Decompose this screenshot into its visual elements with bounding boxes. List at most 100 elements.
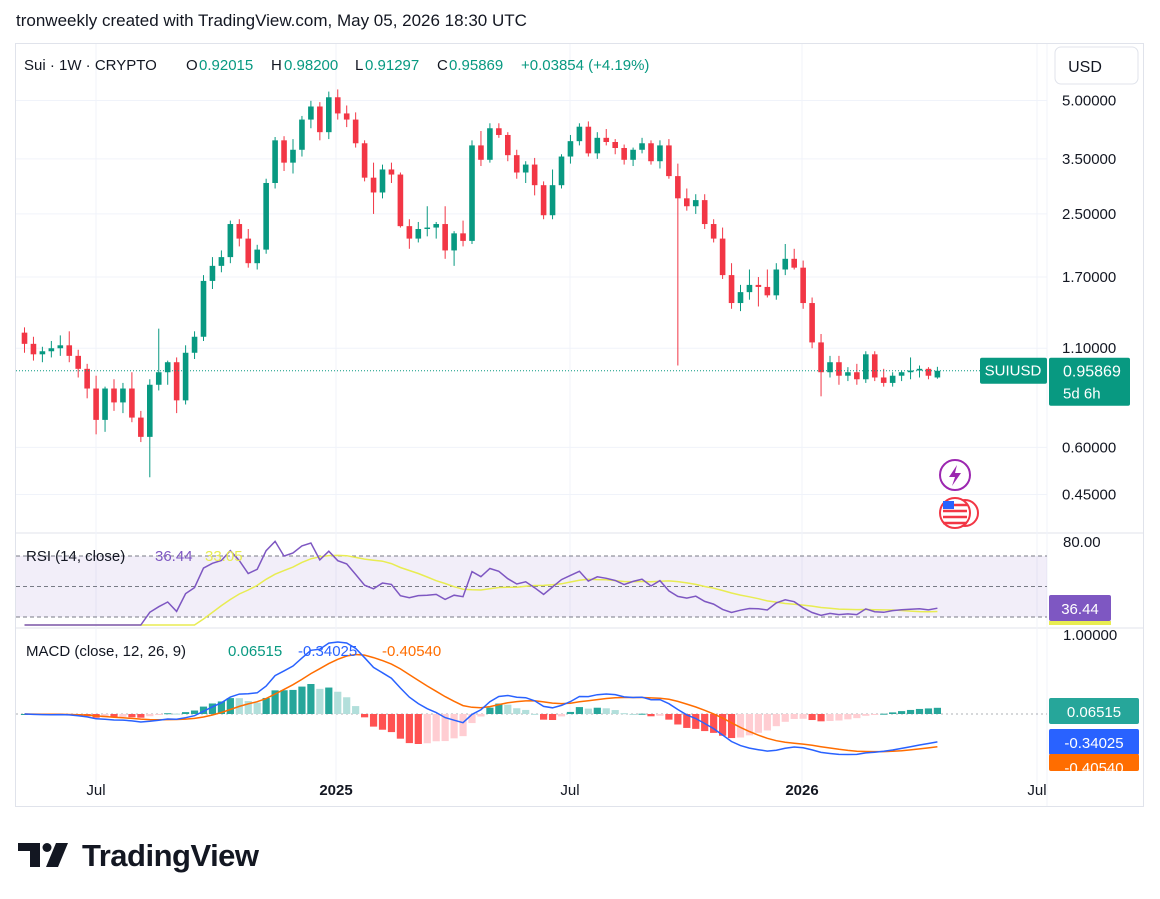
candle: [675, 163, 681, 366]
candle: [880, 368, 887, 387]
price-tag-bg: [1049, 357, 1130, 406]
currency-button-label: USD: [1068, 59, 1102, 76]
candle: [334, 89, 341, 120]
macd-histogram-bar: [199, 706, 208, 714]
macd-histogram-bar: [244, 701, 252, 714]
macd-histogram-bar: [531, 713, 539, 715]
candle-body: [415, 228, 422, 239]
candle-body: [692, 200, 699, 207]
macd-histogram-bar: [486, 707, 494, 714]
candle-body: [791, 258, 797, 268]
macd-histogram-bar: [146, 714, 154, 717]
candle: [57, 335, 64, 356]
candle: [433, 221, 439, 239]
macd-histogram-bar: [468, 714, 476, 724]
rsi-line: [24, 540, 938, 626]
macd-signal-line: [24, 653, 938, 753]
candle-body: [388, 169, 395, 175]
low-value: 0.91297: [365, 57, 419, 74]
candle: [406, 219, 413, 249]
us-flag-icon[interactable]: [939, 497, 979, 529]
macd-histogram-bar: [808, 714, 816, 721]
macd-histogram-bar: [289, 689, 297, 714]
candle-body: [138, 417, 144, 437]
candle: [496, 123, 502, 138]
candle: [191, 331, 198, 360]
candle: [317, 102, 323, 141]
candle-body: [871, 354, 878, 378]
candle: [272, 137, 278, 189]
candle-body: [39, 351, 46, 355]
macd-histogram-bar: [674, 714, 682, 725]
currency-button-bg[interactable]: [1054, 46, 1139, 85]
macd-line: [24, 641, 938, 756]
candle: [182, 345, 189, 405]
candle: [827, 355, 833, 378]
lightning-icon[interactable]: [939, 459, 971, 491]
candle-body: [898, 372, 905, 376]
macd-histogram-bar: [271, 690, 279, 714]
time-axis: Jul 2025 Jul 2026 Jul: [86, 44, 1047, 799]
candle: [505, 132, 511, 162]
macd-histogram-bar: [754, 714, 762, 733]
macd-histogram-bar: [253, 702, 261, 714]
macd-histogram-bar: [853, 714, 861, 719]
candle: [684, 188, 690, 211]
candle: [155, 328, 162, 391]
candle-body: [531, 164, 538, 186]
macd-histogram-bar: [325, 687, 333, 714]
macd-histogram-bar: [906, 709, 915, 714]
macd-histogram-bar: [378, 714, 387, 730]
candle-body: [147, 384, 153, 437]
tradingview-logo[interactable]: TradingView: [18, 836, 259, 876]
candle-body: [773, 269, 780, 296]
candle-body: [764, 286, 771, 296]
candle-body: [755, 284, 762, 287]
rsi-legend: RSI (14, close) 36.44 33.05 36.44: [26, 548, 1111, 625]
time-axis-label: Jul: [1027, 782, 1046, 799]
candle: [782, 244, 789, 276]
price-axis-label: 5.00000: [1062, 93, 1116, 110]
candle-body: [925, 368, 932, 376]
candle-body: [75, 355, 81, 369]
candle-body: [272, 140, 278, 183]
candle: [343, 105, 350, 128]
candle: [522, 161, 529, 183]
candle-body: [317, 106, 323, 133]
macd-legend: MACD (close, 12, 26, 9) 0.06515 -0.34025 -0…: [26, 643, 1139, 777]
candle: [889, 372, 896, 387]
candle: [75, 349, 81, 378]
candle-body: [934, 370, 941, 378]
macd-label: MACD (close, 12, 26, 9): [26, 643, 186, 660]
candle: [84, 363, 90, 399]
candle-body: [630, 149, 636, 160]
rsi-label: RSI (14, close): [26, 548, 125, 565]
candle-body: [200, 280, 207, 337]
candle-body: [111, 388, 117, 403]
candle-body: [343, 113, 350, 120]
candle-body: [800, 267, 806, 304]
candle: [173, 357, 180, 414]
candle-body: [361, 143, 368, 178]
macd-histogram-bar: [164, 713, 172, 715]
candle-body: [594, 137, 601, 154]
macd-histogram-bar: [602, 708, 610, 714]
tradingview-chart[interactable]: 5.00000 3.50000 2.50000 1.70000 1.10000 0.600…: [0, 0, 1160, 830]
candle-body: [746, 284, 753, 293]
candle: [487, 123, 493, 163]
candle: [818, 334, 824, 397]
candle: [138, 410, 144, 443]
macd-histogram-bar: [513, 708, 521, 714]
candle-body: [621, 148, 627, 160]
price-tag-countdown: 5d 6h: [1063, 386, 1101, 403]
macd-histogram-bar: [593, 707, 601, 714]
candle-body: [460, 233, 466, 241]
macd-histogram-bar: [387, 714, 396, 733]
candle-body: [263, 182, 269, 250]
currency-button[interactable]: USD: [1054, 46, 1139, 85]
candle: [773, 263, 780, 300]
rsi-axis-label: 80.00: [1063, 534, 1101, 551]
candle-body: [603, 137, 610, 142]
price-axis-label: 3.50000: [1062, 151, 1116, 168]
candle: [871, 351, 878, 382]
